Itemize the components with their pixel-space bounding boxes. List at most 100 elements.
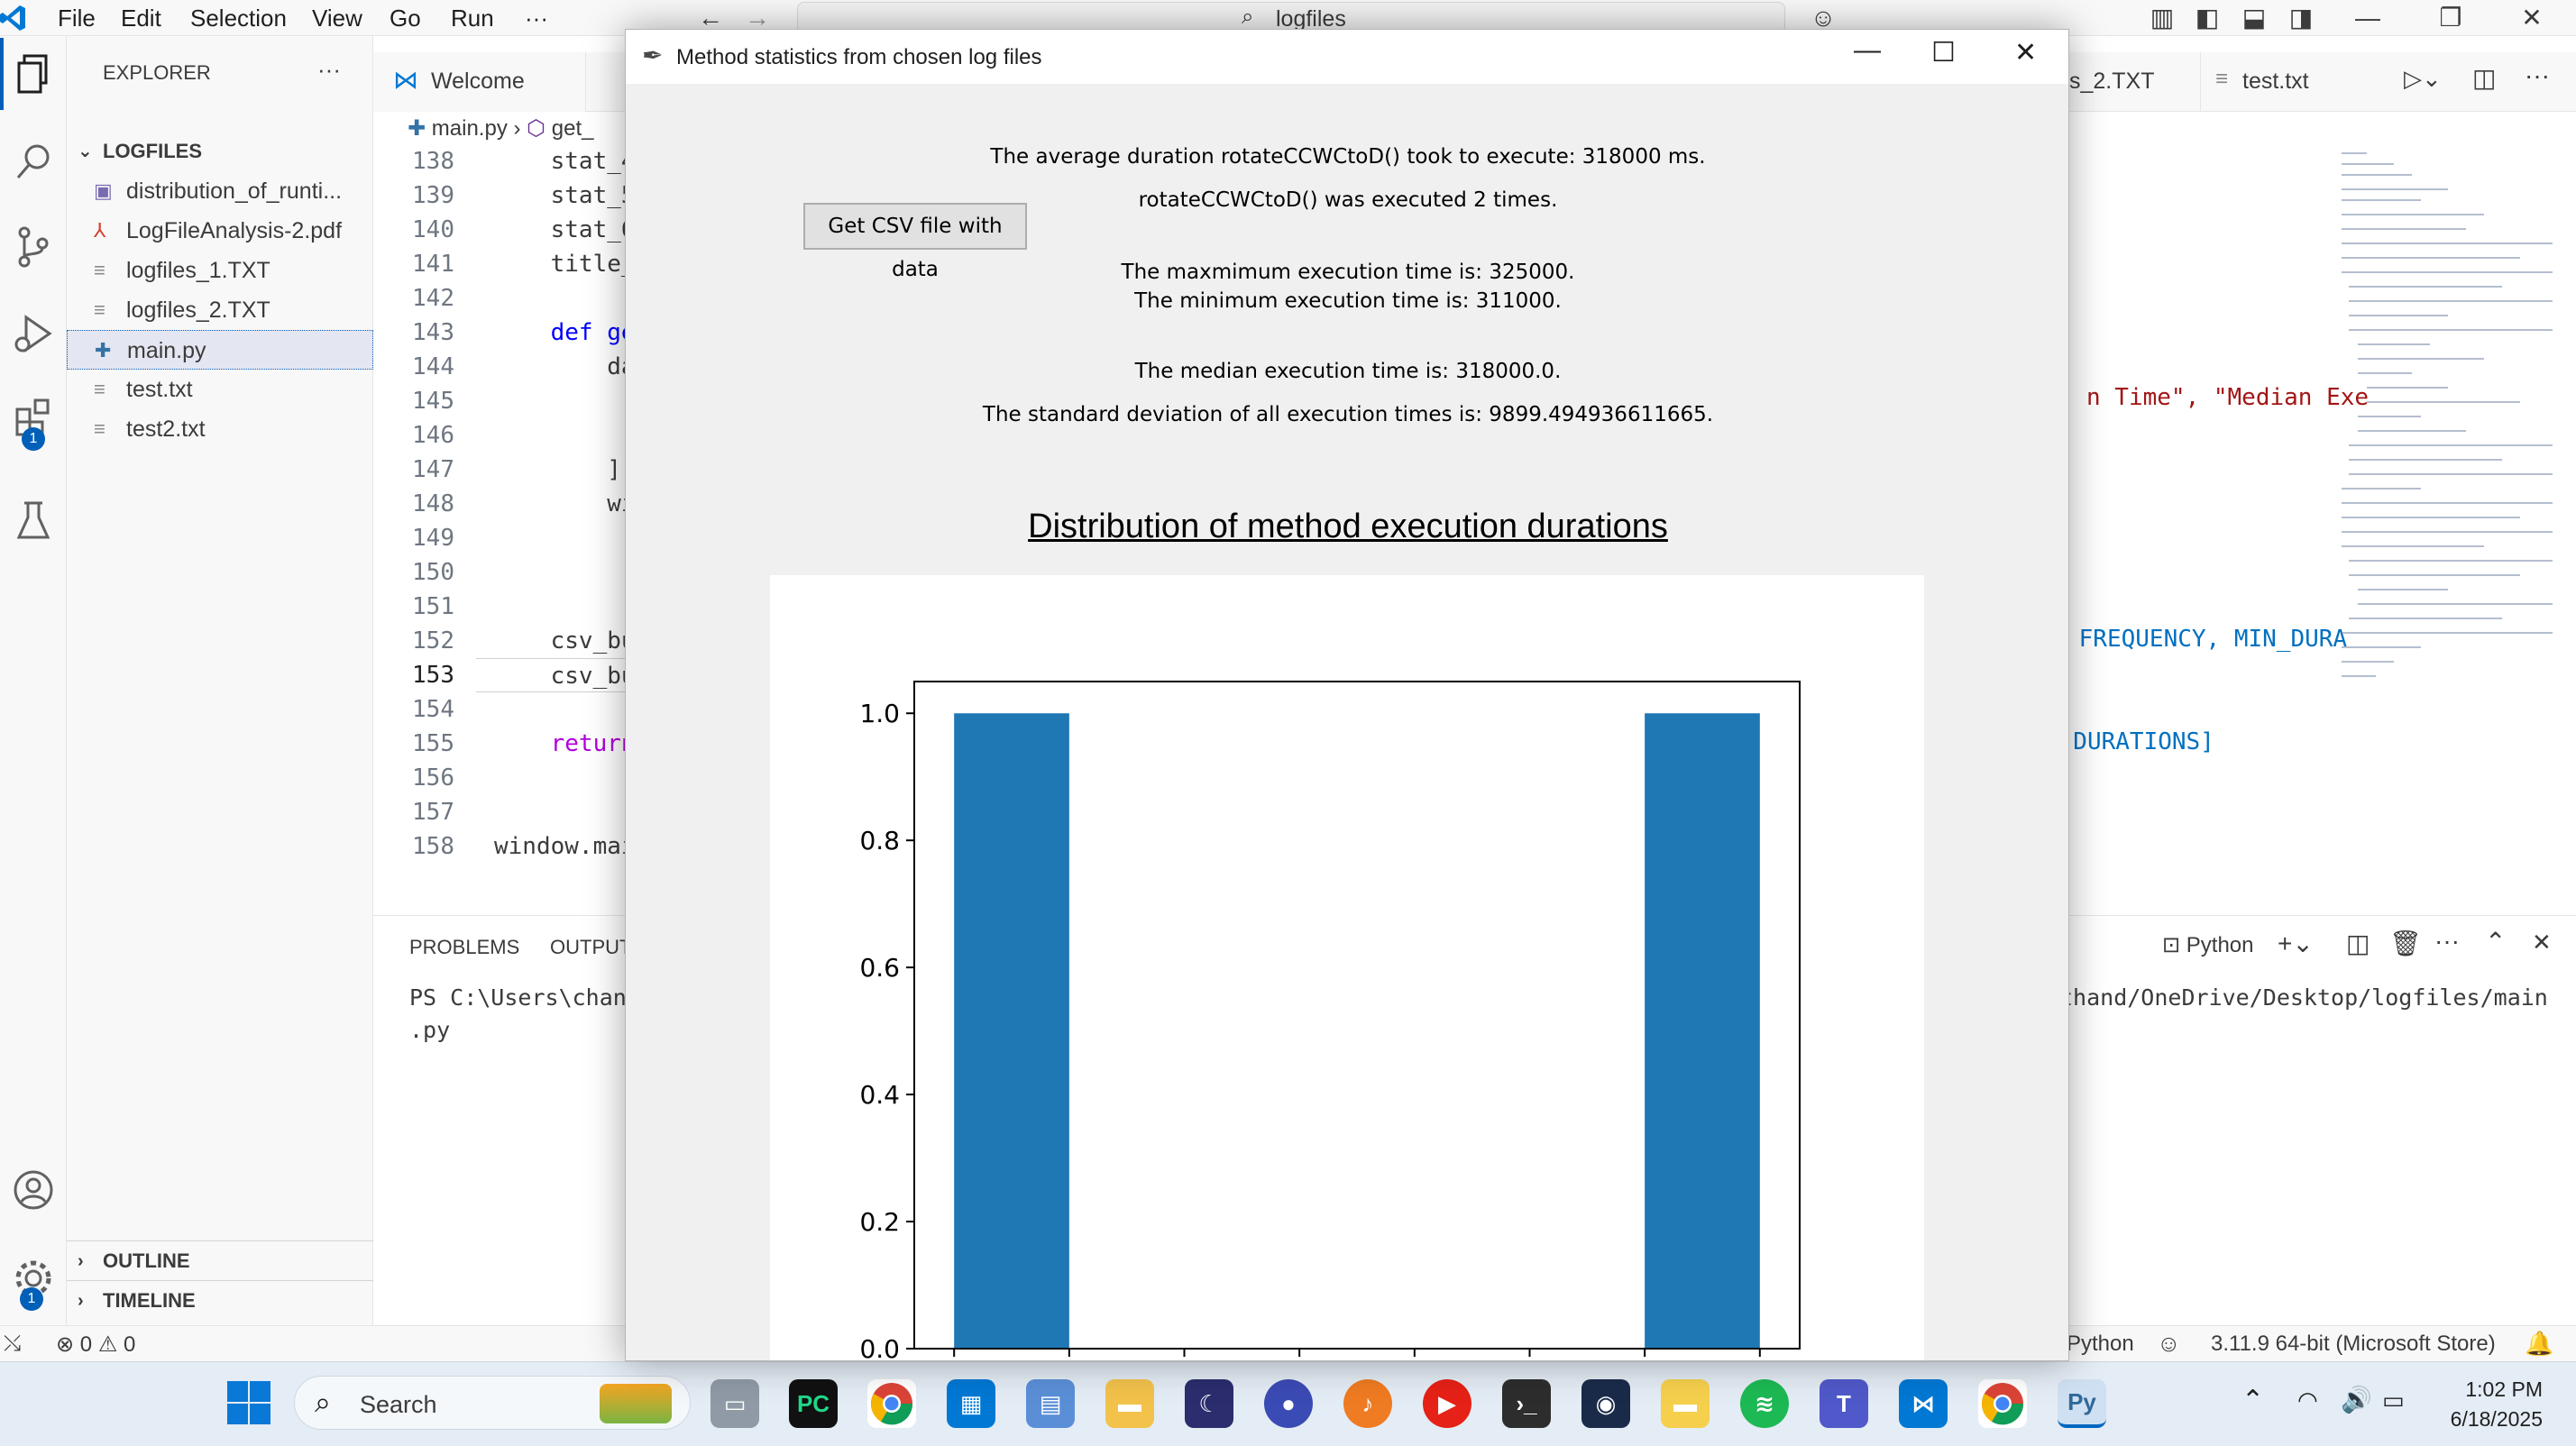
folder-icon[interactable]: ▬ <box>1661 1379 1710 1428</box>
customize-layout-icon[interactable]: ▥ <box>2150 4 2175 32</box>
remote-icon[interactable]: ⤯ <box>4 1332 22 1356</box>
maximize-panel-icon[interactable]: ⌃ <box>2485 928 2507 956</box>
volume-icon[interactable]: 🔊 <box>2341 1386 2372 1414</box>
code-line[interactable]: return <box>494 730 636 757</box>
chrome-icon[interactable] <box>867 1379 916 1428</box>
teams-icon[interactable]: T <box>1820 1379 1868 1428</box>
python-interpreter[interactable]: 3.11.9 64-bit (Microsoft Store) <box>2211 1332 2496 1356</box>
file-test[interactable]: ≡ test.txt <box>67 370 373 409</box>
breadcrumb-symbol[interactable]: get_ <box>551 116 594 141</box>
minimap[interactable] <box>2340 144 2556 721</box>
close-icon[interactable]: ✕ <box>2521 4 2543 32</box>
minimize-icon[interactable]: — <box>2355 4 2380 32</box>
breadcrumb-file[interactable]: main.py <box>431 116 508 141</box>
notifications-bell-icon[interactable]: 🔔 <box>2525 1330 2554 1357</box>
photos-icon[interactable]: ☾ <box>1185 1379 1233 1428</box>
extensions-icon[interactable]: 1 <box>0 382 67 454</box>
code-line[interactable]: wi <box>494 490 636 517</box>
minimize-icon[interactable]: — <box>1854 35 1881 65</box>
toggle-secondary-sidebar-icon[interactable]: ◨ <box>2288 4 2314 32</box>
code-line[interactable]: title_ <box>494 251 636 278</box>
menu-run[interactable]: Run <box>451 5 494 32</box>
battery-icon[interactable]: ▭ <box>2382 1387 2405 1414</box>
get-csv-button[interactable]: Get CSV file with data <box>803 203 1027 281</box>
file-logfiles-2[interactable]: ≡ logfiles_2.TXT <box>67 290 373 330</box>
close-icon[interactable]: ✕ <box>2014 38 2038 68</box>
forward-arrow-icon[interactable]: → <box>745 4 770 32</box>
menu-edit[interactable]: Edit <box>121 5 161 32</box>
code-line[interactable]: ] <box>494 456 621 483</box>
tab-welcome[interactable]: ⋈ Welcome <box>373 52 586 112</box>
run-debug-icon[interactable] <box>0 297 67 370</box>
chrome-profile-icon[interactable] <box>1978 1379 2027 1428</box>
code-line[interactable]: da <box>494 353 636 380</box>
problems-indicator[interactable]: ⊗ 0 ⚠ 0 <box>56 1332 135 1358</box>
file-test2[interactable]: ≡ test2.txt <box>67 409 373 449</box>
terminal-shell-selector[interactable]: ⊡ Python <box>2162 932 2254 958</box>
accounts-icon[interactable] <box>0 1154 67 1226</box>
menu-go[interactable]: Go <box>390 5 421 32</box>
file-logfileanalysis-pdf[interactable]: ⅄ LogFileAnalysis-2.pdf <box>67 211 373 251</box>
tab-test-txt[interactable]: ≡ test.txt <box>2200 52 2389 112</box>
taskbar-search[interactable]: ⌕ Search <box>294 1376 691 1430</box>
new-terminal-icon[interactable]: +⌄ <box>2278 929 2314 957</box>
clock[interactable]: 1:02 PM 6/18/2025 <box>2434 1377 2543 1432</box>
pycharm-icon[interactable]: PC <box>789 1379 838 1428</box>
copilot-icon[interactable]: ☺ <box>1810 4 1837 32</box>
more-actions-icon[interactable]: ··· <box>2434 927 2460 955</box>
folder-logfiles[interactable]: ⌄ LOGFILES <box>67 132 373 171</box>
windows-start-icon[interactable] <box>225 1379 272 1426</box>
manage-gear-icon[interactable]: 1 <box>0 1242 67 1314</box>
file-main-py[interactable]: ✚ main.py <box>67 330 373 370</box>
split-terminal-icon[interactable]: ◫ <box>2346 929 2370 957</box>
maximize-icon[interactable]: ☐ <box>1931 38 1956 68</box>
close-panel-icon[interactable]: ✕ <box>2532 929 2552 956</box>
menu-view[interactable]: View <box>312 5 362 32</box>
wifi-icon[interactable]: ◠ <box>2297 1387 2318 1414</box>
davinci-icon[interactable]: ◉ <box>1581 1379 1630 1428</box>
explorer-icon[interactable] <box>0 38 67 110</box>
tab-logfiles-2[interactable]: s_2.TXT <box>2069 52 2154 112</box>
toggle-sidebar-icon[interactable]: ◧ <box>2195 4 2220 32</box>
spotify-icon[interactable]: ≋ <box>1740 1379 1789 1428</box>
task-view-icon[interactable]: ▭ <box>710 1379 759 1428</box>
youtube-music-icon[interactable]: ▶ <box>1423 1379 1471 1428</box>
menu-selection[interactable]: Selection <box>190 5 287 32</box>
code-line[interactable]: stat_6 <box>494 216 636 243</box>
outline-section[interactable]: › OUTLINE <box>67 1240 373 1280</box>
app-circle-icon[interactable]: ● <box>1264 1379 1313 1428</box>
restore-icon[interactable]: ❐ <box>2439 4 2462 32</box>
documents-icon[interactable]: ▤ <box>1026 1379 1075 1428</box>
code-line[interactable]: window.mai <box>494 833 636 860</box>
code-line[interactable]: csv_bu <box>476 658 656 692</box>
breadcrumb[interactable]: ✚ main.py › ⬡ get_ <box>408 115 594 142</box>
microsoft-store-icon[interactable]: ▦ <box>947 1379 995 1428</box>
code-line[interactable]: stat_5 <box>494 182 636 209</box>
code-line[interactable]: def ge <box>494 319 636 346</box>
fl-studio-icon[interactable]: ♪ <box>1343 1379 1392 1428</box>
source-control-icon[interactable] <box>0 211 67 283</box>
tab-output[interactable]: OUTPUT <box>550 936 632 958</box>
run-python-icon[interactable]: ▷⌄ <box>2404 65 2442 92</box>
copilot-icon[interactable]: ☺ <box>2157 1330 2181 1357</box>
more-actions-icon[interactable]: ··· <box>2525 61 2550 89</box>
vscode-taskbar-icon[interactable]: ⋈ <box>1899 1379 1948 1428</box>
code-line[interactable]: stat_4 <box>494 148 636 175</box>
code-line[interactable]: csv_bu <box>494 627 636 654</box>
file-distribution[interactable]: ▣ distribution_of_runti... <box>67 171 373 211</box>
search-icon[interactable] <box>0 126 67 198</box>
show-hidden-icons-icon[interactable]: ⌃ <box>2241 1386 2265 1415</box>
explorer-more-button[interactable]: ··· <box>317 56 341 83</box>
python-taskbar-icon[interactable]: Py <box>2058 1379 2106 1428</box>
toggle-panel-icon[interactable]: ⬓ <box>2241 4 2267 32</box>
file-logfiles-1[interactable]: ≡ logfiles_1.TXT <box>67 251 373 290</box>
menu-file[interactable]: File <box>58 5 96 32</box>
back-arrow-icon[interactable]: ← <box>698 4 723 32</box>
file-explorer-icon[interactable]: ▬ <box>1105 1379 1154 1428</box>
menu-more[interactable]: ··· <box>525 5 548 32</box>
timeline-section[interactable]: › TIMELINE <box>67 1280 373 1320</box>
language-mode[interactable]: Python <box>2067 1332 2134 1356</box>
trash-icon[interactable]: 🗑 <box>2389 929 2422 957</box>
testing-icon[interactable] <box>0 485 67 557</box>
split-editor-icon[interactable]: ◫ <box>2472 64 2497 92</box>
